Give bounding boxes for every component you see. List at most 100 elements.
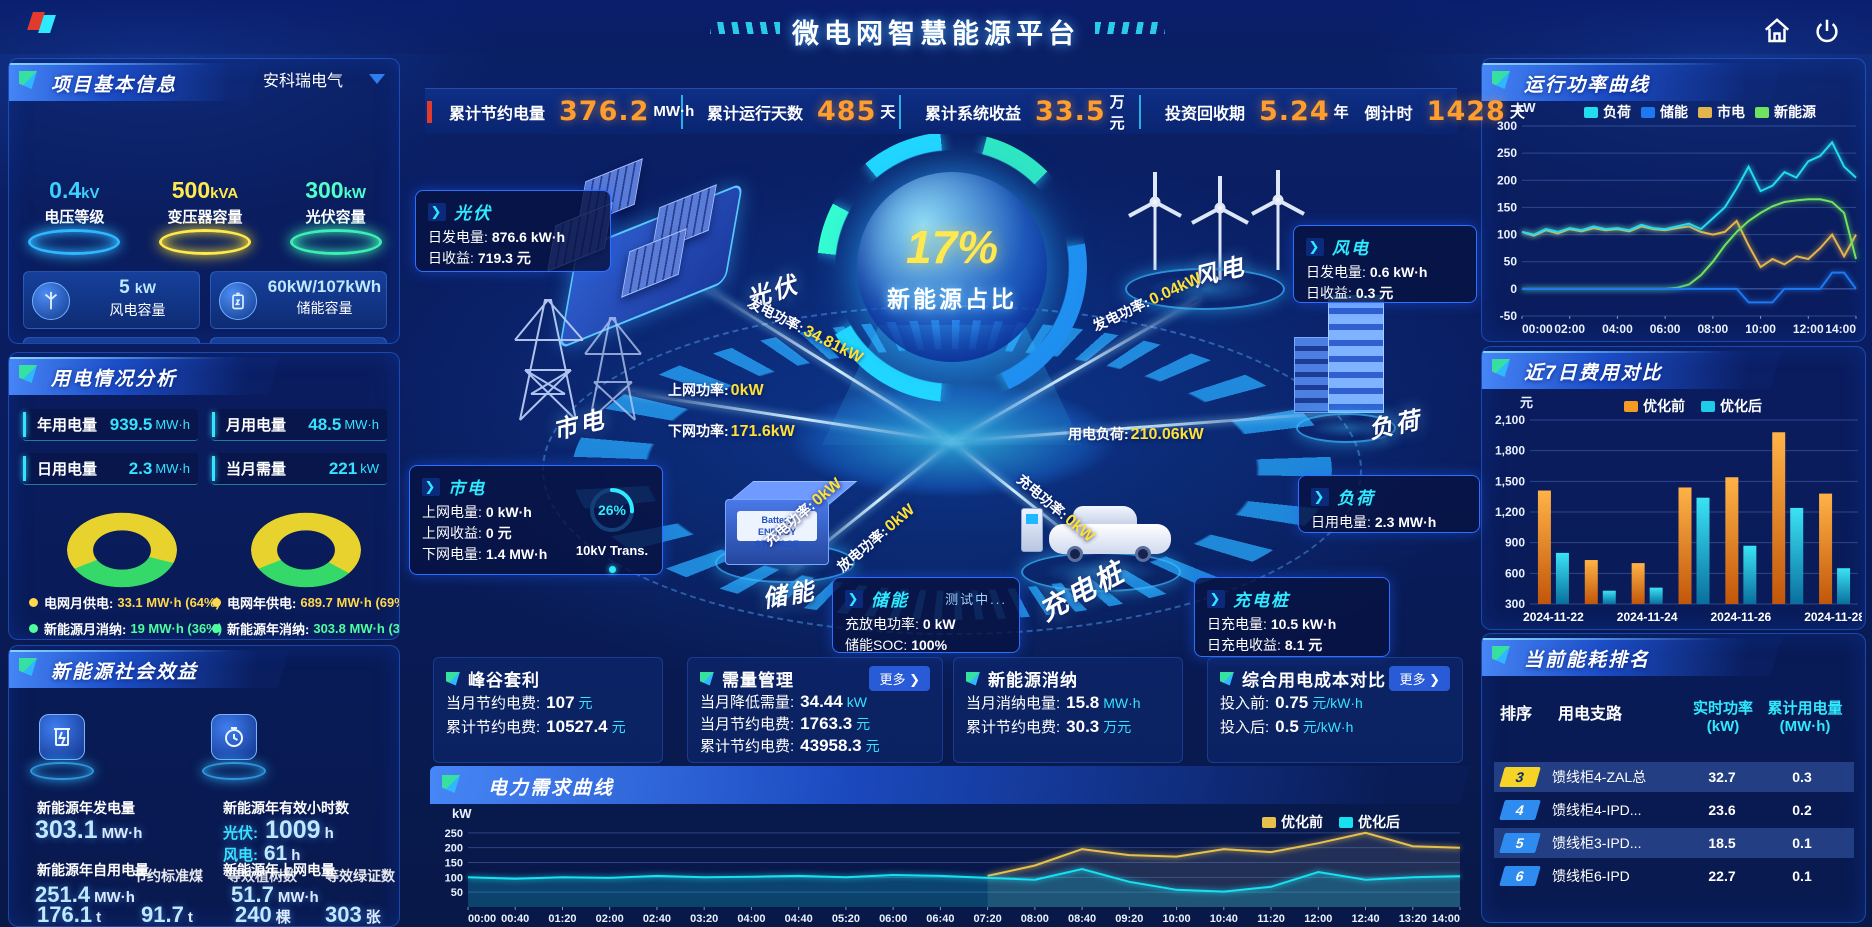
glow-ring <box>289 229 382 255</box>
ranking-row[interactable]: 4 馈线柜4-IPD... 23.6 0.2 <box>1494 795 1854 825</box>
svg-text:26%: 26% <box>598 502 627 518</box>
card-demand-management: 需量管理 更多 ❯ 当月降低需量: 34.44 kW 当月节约电费: 1763.3 元 … <box>687 657 943 763</box>
realtime-power: 22.7 <box>1708 868 1736 884</box>
legend-item[interactable]: 新能源 <box>1755 102 1816 122</box>
status-badge: 测试中... <box>945 592 1007 607</box>
svg-text:300: 300 <box>1497 119 1517 133</box>
legend-item[interactable]: 市电 <box>1698 102 1745 122</box>
legend-chip <box>1698 106 1712 118</box>
svg-text:0: 0 <box>1510 282 1517 296</box>
svg-text:02:40: 02:40 <box>643 913 671 925</box>
glow-ring <box>28 229 121 255</box>
to-grid-value: 51.7 MW·h <box>231 882 319 907</box>
panel-project-info-header: 项目基本信息 <box>9 63 259 101</box>
panel-corner-icon <box>1492 646 1510 664</box>
panel-title: 当前能耗排名 <box>1524 650 1651 671</box>
svg-text:12:40: 12:40 <box>1351 913 1379 925</box>
svg-text:10:40: 10:40 <box>1210 913 1238 925</box>
panel-title: 用电情况分析 <box>51 369 178 390</box>
arrow-icon: ❯ <box>1306 237 1324 256</box>
donut-month-supply <box>67 512 177 588</box>
infobox-charger: ❯ 充电桩 日充电量: 10.5 kW·h 日充电收益: 8.1 元 <box>1194 577 1390 657</box>
power-icon[interactable] <box>1812 16 1842 46</box>
legend-item[interactable]: 优化后 <box>1339 812 1400 832</box>
svg-text:1,200: 1,200 <box>1495 505 1525 519</box>
card-wind-capacity: 5 kW 风电容量 <box>23 271 200 329</box>
stat-day-usage: 日用电量 2.3 MW·h <box>23 453 198 485</box>
legend-item[interactable]: 优化前 <box>1624 396 1685 416</box>
legend-item[interactable]: 优化后 <box>1701 396 1762 416</box>
infobox-pv: ❯ 光伏 日发电量: 876.6 kW·h 日收益: 719.3 元 <box>415 190 611 272</box>
pager-dot[interactable] <box>608 566 616 573</box>
total-energy: 0.2 <box>1792 802 1812 818</box>
ranking-table-rows: 3 馈线柜4-ZAL总 32.7 0.3 4 馈线柜4-IPD... 23.6 0.2 5 馈线柜… <box>1494 762 1854 892</box>
ranking-row[interactable]: 6 馈线柜6-IPD 22.7 0.1 <box>1494 861 1854 891</box>
more-button[interactable]: 更多 ❯ <box>1389 666 1450 691</box>
legend-item[interactable]: 优化前 <box>1262 812 1323 832</box>
home-icon[interactable] <box>1762 16 1792 46</box>
stat-year-usage: 年用电量 939.5 MW·h <box>23 409 198 441</box>
legend-item[interactable]: 储能 <box>1641 102 1688 122</box>
panel-demand-header: 电力需求曲线 <box>430 766 1470 804</box>
generation-pedestal <box>27 714 97 780</box>
brand-logo-icon <box>27 12 56 34</box>
svg-text:08:40: 08:40 <box>1068 913 1096 925</box>
ranking-table-header: 排序 用电支路 实时功率 (kW) 累计用电量 (MW·h) <box>1500 700 1843 735</box>
kpi-saved-energy: 累计节约电量 376.2 MW·h <box>425 94 694 129</box>
svg-text:06:00: 06:00 <box>879 913 907 925</box>
svg-text:10:00: 10:00 <box>1745 322 1776 336</box>
svg-text:1,500: 1,500 <box>1495 474 1525 488</box>
legend-grid-month: 电网月供电: 33.1 MW·h (64%) <box>29 593 220 612</box>
co2-value: 91.7 t <box>141 902 193 927</box>
card-corner-icon <box>700 671 714 686</box>
flow-load-power: 用电负荷: 210.06kW <box>1068 426 1204 443</box>
capacity-rings: 0.4kV 电压等级 500kVA 变压器容量 300kW 光伏容量 <box>9 177 399 255</box>
svg-text:14:00: 14:00 <box>1432 913 1460 925</box>
capacity-cards: 5 kW 风电容量 60kW/107kWh 储能容量 110 kW 直流充电桩 <box>23 271 387 343</box>
coal-label: 节约标准煤 <box>133 868 203 884</box>
rank-badge: 6 <box>1499 866 1541 886</box>
svg-text:13:20: 13:20 <box>1399 913 1427 925</box>
wind-hours-value: 风电: 61 h <box>223 842 301 865</box>
total-energy: 0.1 <box>1792 868 1812 884</box>
kpi-run-days: 累计运行天数 485 天 <box>683 94 901 129</box>
more-button[interactable]: 更多 ❯ <box>869 666 930 691</box>
svg-text:-50: -50 <box>1500 309 1518 323</box>
legend-chip <box>1339 816 1353 828</box>
rank-badge: 3 <box>1499 767 1541 787</box>
panel-usage-header: 用电情况分析 <box>9 357 279 395</box>
svg-text:900: 900 <box>1505 536 1525 550</box>
project-select[interactable]: 安科瑞电气 <box>263 67 385 91</box>
svg-text:2,100: 2,100 <box>1495 413 1525 427</box>
demand-y-unit: kW <box>452 806 472 821</box>
legend-chip <box>1262 816 1276 828</box>
self-use-value: 251.4 MW·h <box>35 882 135 907</box>
title-decoration-right <box>1095 22 1165 34</box>
branch-name: 馈线柜3-IPD... <box>1552 835 1642 851</box>
svg-text:04:00: 04:00 <box>1602 322 1633 336</box>
gauge-label: 10kV Trans. <box>575 543 649 558</box>
svg-text:600: 600 <box>1505 566 1525 580</box>
ring-transformer-capacity: 500kVA 变压器容量 <box>146 177 264 255</box>
card-corner-icon <box>1220 671 1234 686</box>
legend-item[interactable]: 负荷 <box>1584 102 1631 122</box>
hours-label: 新能源年有效小时数 <box>223 800 349 816</box>
panel-title: 近7日费用对比 <box>1524 363 1663 384</box>
svg-text:250: 250 <box>1497 146 1517 160</box>
transformer-load-gauge: 26% 10kV Trans. <box>574 484 650 573</box>
realtime-power: 32.7 <box>1708 769 1736 785</box>
card-corner-icon <box>446 671 460 686</box>
panel-title: 新能源社会效益 <box>51 662 199 683</box>
svg-text:06:40: 06:40 <box>926 913 954 925</box>
pv-hours-value: 光伏: 1009 h <box>223 816 334 844</box>
battery-icon <box>219 282 257 320</box>
ranking-row[interactable]: 5 馈线柜3-IPD... 18.5 0.1 <box>1494 828 1854 858</box>
trees-label: 等效植树数 <box>227 868 297 884</box>
self-use-label: 新能源年自用电量 <box>37 862 149 878</box>
glow-ring <box>158 229 251 255</box>
ranking-row[interactable]: 3 馈线柜4-ZAL总 32.7 0.3 <box>1494 762 1854 792</box>
panel-corner-icon <box>19 71 37 89</box>
legend-chip <box>1755 106 1769 118</box>
svg-text:2024-11-28: 2024-11-28 <box>1804 610 1862 624</box>
card-storage-capacity: 60kW/107kWh 储能容量 <box>210 271 387 329</box>
